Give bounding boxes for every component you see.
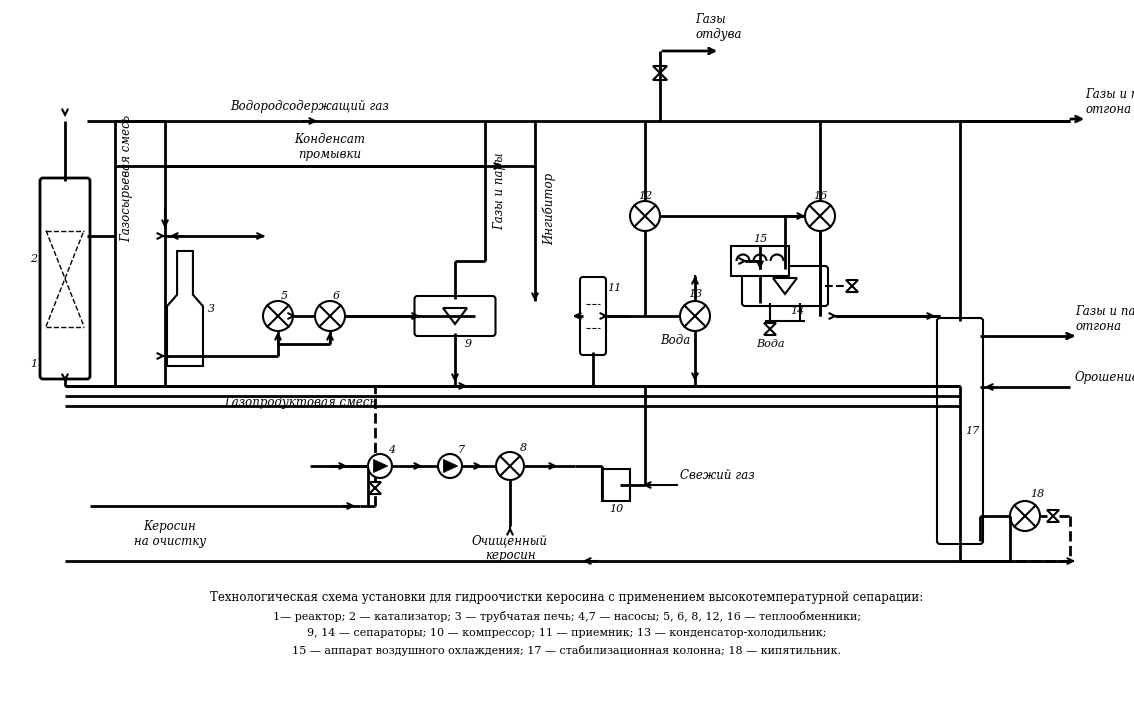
Text: Газосырьевая смесь: Газосырьевая смесь: [120, 115, 133, 242]
Text: 13: 13: [688, 289, 702, 299]
Text: Свежий газ: Свежий газ: [680, 469, 754, 482]
Text: Газы и пары
отгона: Газы и пары отгона: [1085, 88, 1134, 116]
Polygon shape: [167, 251, 203, 366]
Text: Вода: Вода: [660, 334, 689, 347]
Text: Керосин
на очистку: Керосин на очистку: [134, 520, 206, 548]
Text: 4: 4: [388, 445, 395, 455]
Text: 2: 2: [29, 253, 37, 263]
Text: Вода: Вода: [755, 339, 785, 349]
FancyBboxPatch shape: [937, 318, 983, 544]
Text: Технологическая схема установки для гидроочистки керосина с применением высокоте: Технологическая схема установки для гидр…: [211, 591, 923, 604]
Text: 16: 16: [813, 191, 827, 201]
Text: Очищенный
керосин: Очищенный керосин: [472, 534, 548, 562]
Circle shape: [369, 454, 392, 478]
Text: 9: 9: [465, 339, 472, 349]
Text: 15 — аппарат воздушного охлаждения; 17 — стабилизационная колонна; 18 — кипятиль: 15 — аппарат воздушного охлаждения; 17 —…: [293, 644, 841, 656]
Text: 1: 1: [29, 359, 37, 369]
Text: 11: 11: [607, 283, 621, 293]
Text: 8: 8: [521, 443, 527, 453]
Text: 12: 12: [637, 191, 652, 201]
Polygon shape: [731, 246, 789, 276]
Text: 6: 6: [333, 291, 340, 301]
Text: 9, 14 — сепараторы; 10 — компрессор; 11 — приемник; 13 — конденсатор-холодильник: 9, 14 — сепараторы; 10 — компрессор; 11 …: [307, 628, 827, 638]
FancyBboxPatch shape: [742, 266, 828, 306]
Text: 1— реактор; 2 — катализатор; 3 — трубчатая печь; 4,7 — насосы; 5, 6, 8, 12, 16 —: 1— реактор; 2 — катализатор; 3 — трубчат…: [273, 611, 861, 621]
Text: 3: 3: [208, 304, 215, 314]
Text: Газы и пары
отгона: Газы и пары отгона: [1075, 305, 1134, 333]
Text: Ингибитор: Ингибитор: [543, 173, 557, 245]
Polygon shape: [602, 469, 631, 501]
Text: Орошение: Орошение: [1075, 371, 1134, 384]
Circle shape: [438, 454, 462, 478]
Text: 10: 10: [609, 504, 623, 514]
Text: Газопродуктовая смесь: Газопродуктовая смесь: [225, 396, 376, 409]
Text: Водородсодержащий газ: Водородсодержащий газ: [230, 100, 389, 113]
Text: Конденсат
промывки: Конденсат промывки: [295, 133, 365, 161]
Text: 14: 14: [790, 306, 804, 316]
Text: 17: 17: [965, 426, 980, 436]
Text: Газы и пары: Газы и пары: [493, 153, 506, 230]
FancyBboxPatch shape: [579, 277, 606, 355]
Polygon shape: [443, 460, 458, 473]
Text: 18: 18: [1030, 489, 1044, 499]
Text: Газы
отдува: Газы отдува: [695, 13, 742, 41]
FancyBboxPatch shape: [40, 178, 90, 379]
Text: 15: 15: [753, 234, 767, 244]
Text: 7: 7: [458, 445, 465, 455]
Text: 5: 5: [281, 291, 288, 301]
FancyBboxPatch shape: [415, 296, 496, 336]
Polygon shape: [373, 460, 388, 473]
